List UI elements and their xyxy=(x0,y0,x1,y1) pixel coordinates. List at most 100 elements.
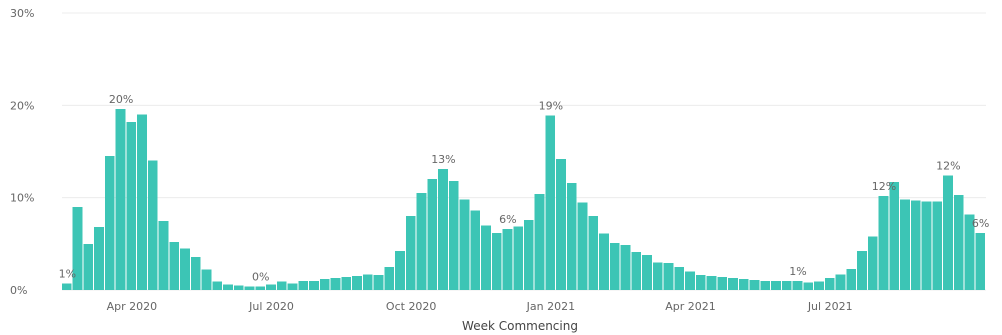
bar[interactable] xyxy=(749,279,760,290)
bar[interactable] xyxy=(910,200,921,290)
bar[interactable] xyxy=(481,225,491,290)
y-tick-label: 0% xyxy=(10,284,27,297)
bar[interactable] xyxy=(190,256,201,290)
bar[interactable] xyxy=(824,277,835,290)
bar[interactable] xyxy=(126,121,137,290)
bar[interactable] xyxy=(932,201,943,290)
bar[interactable] xyxy=(738,278,749,290)
bar[interactable] xyxy=(491,232,502,290)
bar[interactable] xyxy=(352,276,362,290)
x-tick-label: Jul 2021 xyxy=(807,300,853,313)
bar[interactable] xyxy=(953,194,964,290)
x-tick-label: Apr 2020 xyxy=(107,300,158,313)
bar[interactable] xyxy=(943,175,953,290)
bar[interactable] xyxy=(760,280,771,290)
bar[interactable] xyxy=(147,160,158,290)
bar[interactable] xyxy=(588,216,599,290)
bar[interactable] xyxy=(405,216,416,290)
bar[interactable] xyxy=(384,266,395,290)
bar[interactable] xyxy=(287,283,298,290)
bar[interactable] xyxy=(771,280,781,290)
data-label: 1% xyxy=(59,268,76,281)
bar[interactable] xyxy=(438,169,448,290)
bar[interactable] xyxy=(685,271,695,290)
bar[interactable] xyxy=(115,109,126,290)
bar[interactable] xyxy=(728,277,738,290)
bar[interactable] xyxy=(395,251,405,290)
bar[interactable] xyxy=(566,182,577,290)
bar[interactable] xyxy=(470,210,481,290)
bar[interactable] xyxy=(104,156,115,290)
bar[interactable] xyxy=(642,254,652,290)
bar[interactable] xyxy=(867,236,878,290)
bar[interactable] xyxy=(459,199,470,290)
y-tick-label: 10% xyxy=(10,192,34,205)
bar[interactable] xyxy=(620,244,631,290)
data-label: 1% xyxy=(789,265,806,278)
bar[interactable] xyxy=(502,229,513,290)
bar[interactable] xyxy=(846,268,857,290)
bar[interactable] xyxy=(201,269,212,290)
bar[interactable] xyxy=(599,233,609,290)
bar[interactable] xyxy=(964,214,975,290)
bar[interactable] xyxy=(341,277,352,290)
bar[interactable] xyxy=(792,280,803,290)
bar[interactable] xyxy=(609,242,620,290)
bar[interactable] xyxy=(72,206,83,290)
bar[interactable] xyxy=(362,274,373,290)
bar[interactable] xyxy=(921,201,932,290)
bar[interactable] xyxy=(212,281,223,290)
data-label: 12% xyxy=(936,160,960,173)
bar[interactable] xyxy=(233,285,244,290)
bar[interactable] xyxy=(900,199,910,290)
x-tick-label: Apr 2021 xyxy=(665,300,716,313)
bar[interactable] xyxy=(556,158,566,290)
bar[interactable] xyxy=(158,220,169,290)
bar[interactable] xyxy=(319,278,330,290)
bar[interactable] xyxy=(83,243,94,290)
bar[interactable] xyxy=(276,281,287,290)
bar[interactable] xyxy=(857,251,867,290)
bar[interactable] xyxy=(835,274,846,290)
data-label: 12% xyxy=(872,180,896,193)
bar[interactable] xyxy=(577,202,588,290)
bar[interactable] xyxy=(663,263,674,290)
bar[interactable] xyxy=(878,195,889,290)
bar[interactable] xyxy=(652,262,663,290)
bar[interactable] xyxy=(373,275,384,290)
bar[interactable] xyxy=(255,286,266,290)
bar[interactable] xyxy=(298,280,309,290)
y-axis-ticks: 0% 10% 20% 30% xyxy=(10,7,34,297)
bar[interactable] xyxy=(330,277,341,290)
bar[interactable] xyxy=(448,181,459,290)
bar[interactable] xyxy=(717,277,728,290)
bar[interactable] xyxy=(266,284,276,290)
bar[interactable] xyxy=(781,280,792,290)
bar[interactable] xyxy=(244,286,255,290)
bar[interactable] xyxy=(814,281,824,290)
x-axis-ticks: Apr 2020 Jul 2020 Oct 2020 Jan 2021 Apr 2021… xyxy=(107,300,853,313)
bar[interactable] xyxy=(534,193,545,290)
data-label: 6% xyxy=(499,213,516,226)
bar[interactable] xyxy=(416,193,427,290)
bar[interactable] xyxy=(975,232,985,290)
bar[interactable] xyxy=(137,114,147,290)
bar[interactable] xyxy=(524,219,534,290)
bar[interactable] xyxy=(631,252,642,290)
bar[interactable] xyxy=(309,280,319,290)
bar[interactable] xyxy=(674,266,685,290)
bar[interactable] xyxy=(695,275,706,290)
bar[interactable] xyxy=(223,284,233,290)
bar[interactable] xyxy=(180,248,190,290)
bar[interactable] xyxy=(889,181,900,290)
x-tick-label: Jan 2021 xyxy=(526,300,575,313)
bar[interactable] xyxy=(169,241,180,290)
data-label: 0% xyxy=(252,270,269,283)
bar[interactable] xyxy=(803,282,814,290)
bar[interactable] xyxy=(706,276,717,290)
bar[interactable] xyxy=(94,227,104,290)
bar[interactable] xyxy=(62,283,72,290)
bar[interactable] xyxy=(427,179,438,290)
bar[interactable] xyxy=(513,226,523,290)
bar[interactable] xyxy=(545,115,556,291)
